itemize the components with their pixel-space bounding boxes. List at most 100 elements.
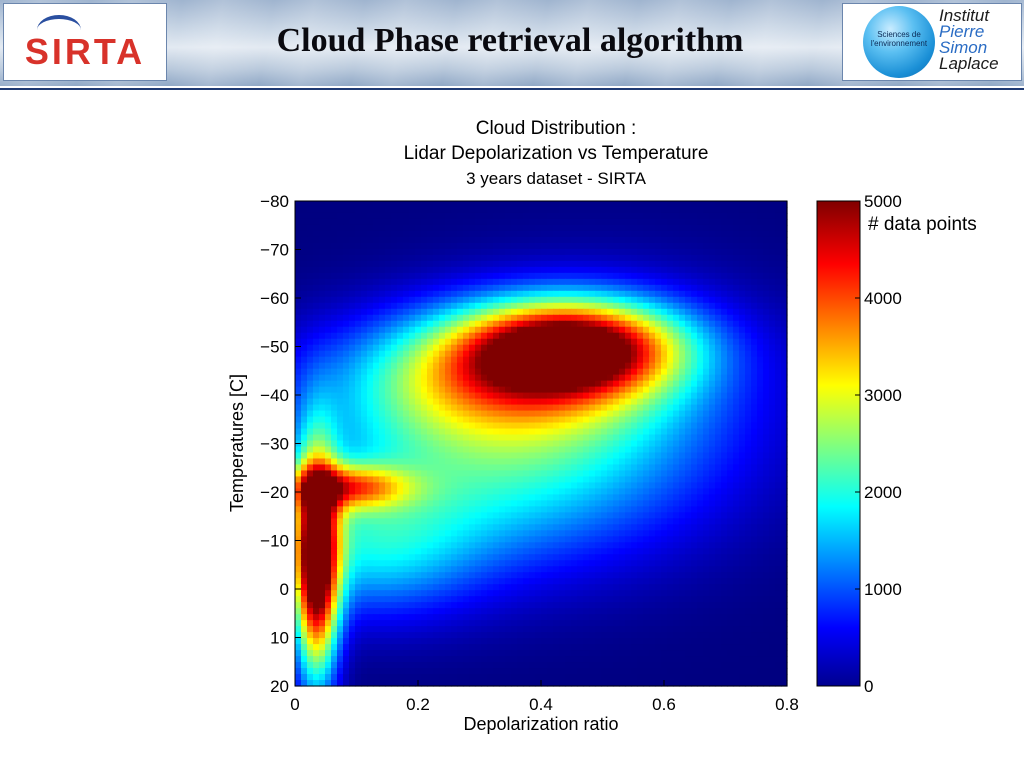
heatmap-cell: [427, 416, 434, 424]
heatmap-cell: [769, 440, 776, 448]
heatmap-cell: [529, 236, 536, 244]
heatmap-cell: [487, 440, 494, 448]
heatmap-cell: [637, 266, 644, 274]
heatmap-cell: [295, 362, 302, 370]
heatmap-cell: [403, 494, 410, 501]
heatmap-cell: [295, 452, 302, 460]
heatmap-cell: [691, 404, 698, 412]
heatmap-cell: [619, 332, 626, 340]
heatmap-cell: [643, 236, 650, 244]
heatmap-cell: [301, 248, 308, 256]
heatmap-cell: [781, 296, 788, 304]
heatmap-cell: [781, 320, 788, 328]
heatmap-cell: [415, 332, 422, 340]
heatmap-cell: [367, 314, 374, 322]
heatmap-cell: [331, 464, 338, 472]
heatmap-cell: [595, 548, 602, 555]
heatmap-cell: [523, 560, 530, 567]
heatmap-cell: [379, 290, 386, 298]
heatmap-cell: [361, 506, 368, 513]
heatmap-cell: [739, 434, 746, 442]
heatmap-cell: [535, 350, 542, 358]
heatmap-cell: [739, 278, 746, 286]
heatmap-cell: [403, 458, 410, 466]
heatmap-cell: [775, 530, 782, 537]
heatmap-cell: [475, 254, 482, 262]
heatmap-cell: [727, 530, 734, 537]
heatmap-cell: [715, 272, 722, 280]
heatmap-cell: [673, 548, 680, 555]
heatmap-cell: [775, 206, 782, 214]
heatmap-cell: [463, 344, 470, 352]
heatmap-cell: [505, 284, 512, 292]
heatmap-cell: [421, 416, 428, 424]
heatmap-cell: [325, 236, 332, 244]
heatmap-cell: [697, 548, 704, 555]
heatmap-cell: [655, 368, 662, 376]
heatmap-cell: [655, 518, 662, 525]
heatmap-cell: [463, 554, 470, 561]
heatmap-cell: [457, 302, 464, 310]
heatmap-cell: [649, 266, 656, 274]
heatmap-cell: [337, 266, 344, 274]
heatmap-cell: [613, 272, 620, 280]
heatmap-cell: [421, 296, 428, 304]
heatmap-cell: [361, 302, 368, 310]
heatmap-cell: [313, 404, 320, 412]
heatmap-cell: [439, 326, 446, 334]
heatmap-cell: [595, 494, 602, 501]
heatmap-cell: [661, 248, 668, 256]
heatmap-cell: [661, 416, 668, 424]
heatmap-cell: [523, 242, 530, 250]
heatmap-cell: [379, 278, 386, 286]
heatmap-cell: [601, 548, 608, 555]
heatmap-cell: [751, 254, 758, 262]
heatmap-cell: [391, 446, 398, 454]
heatmap-cell: [511, 272, 518, 280]
heatmap-cell: [337, 308, 344, 316]
heatmap-cell: [583, 356, 590, 364]
heatmap-cell: [445, 428, 452, 436]
heatmap-cell: [517, 284, 524, 292]
heatmap-cell: [391, 362, 398, 370]
heatmap-cell: [775, 374, 782, 382]
heatmap-cell: [697, 380, 704, 388]
heatmap-cell: [397, 218, 404, 226]
heatmap-cell: [379, 368, 386, 376]
heatmap-cell: [559, 500, 566, 507]
heatmap-cell: [403, 446, 410, 454]
heatmap-cell: [415, 290, 422, 298]
heatmap-cell: [661, 302, 668, 310]
heatmap-cell: [487, 458, 494, 466]
heatmap-cell: [769, 518, 776, 525]
heatmap-cell: [493, 386, 500, 394]
heatmap-cell: [307, 512, 314, 519]
heatmap-cell: [547, 296, 554, 304]
heatmap-cell: [547, 236, 554, 244]
heatmap-cell: [565, 452, 572, 460]
heatmap-cell: [517, 524, 524, 531]
heatmap-cell: [523, 368, 530, 376]
heatmap-cell: [343, 434, 350, 442]
heatmap-cell: [775, 201, 782, 208]
heatmap-cell: [415, 302, 422, 310]
heatmap-cell: [355, 518, 362, 525]
heatmap-cell: [607, 290, 614, 298]
heatmap-cell: [499, 230, 506, 238]
heatmap-cell: [349, 314, 356, 322]
heatmap-cell: [553, 470, 560, 478]
heatmap-cell: [343, 272, 350, 280]
heatmap-cell: [475, 206, 482, 214]
heatmap-cell: [391, 404, 398, 412]
heatmap-cell: [631, 374, 638, 382]
heatmap-cell: [781, 518, 788, 525]
heatmap-cell: [355, 344, 362, 352]
heatmap-cell: [727, 272, 734, 280]
heatmap-cell: [541, 536, 548, 543]
heatmap-cell: [523, 446, 530, 454]
heatmap-cell: [391, 296, 398, 304]
heatmap-cell: [691, 476, 698, 484]
heatmap-cell: [355, 404, 362, 412]
heatmap-cell: [529, 416, 536, 424]
heatmap-cell: [619, 206, 626, 214]
